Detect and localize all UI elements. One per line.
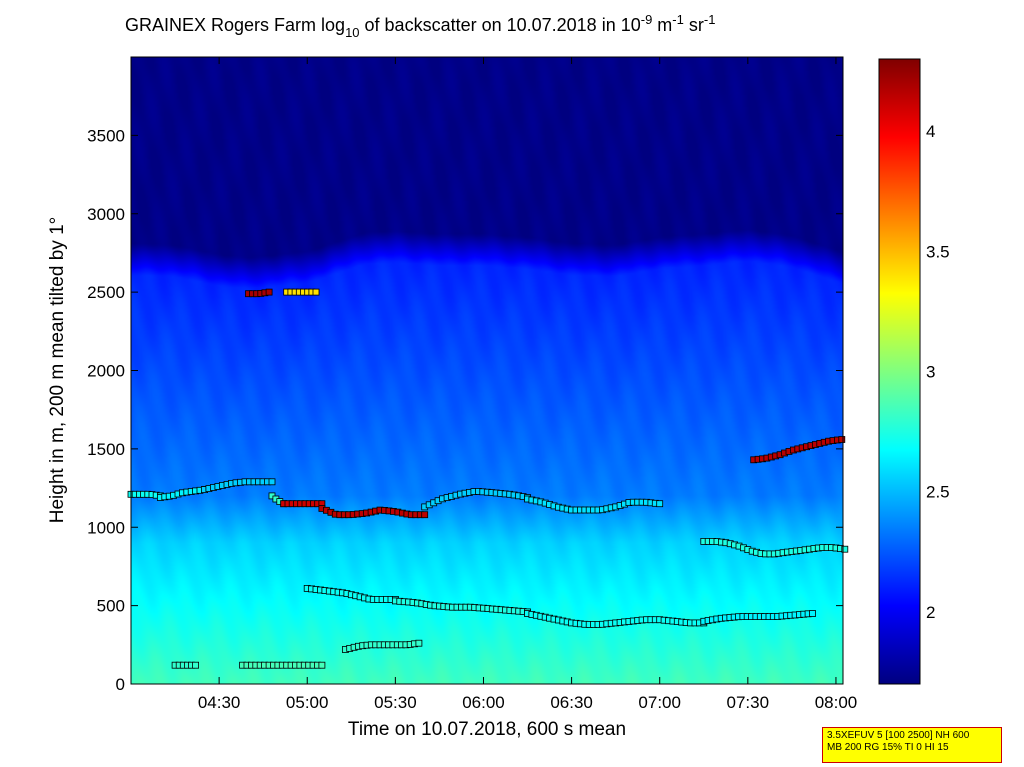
parameters-box: 3.5XEFUV 5 [100 2500] NH 600 MB 200 RG 1… <box>822 727 1002 763</box>
layer-marker <box>656 500 664 508</box>
parameters-line-2: MB 200 RG 15% TI 0 HI 15 <box>827 742 949 753</box>
title-sup1: -9 <box>641 12 653 27</box>
layer-marker <box>838 436 846 443</box>
x-axis-ticks: 04:30 05:00 05:30 06:00 06:30 07:00 07:3… <box>198 693 857 712</box>
colorbar-tick-label: 2 <box>926 603 935 622</box>
layer-marker <box>192 661 200 669</box>
title-middle: of backscatter on 10.07.2018 in 10 <box>360 15 641 35</box>
y-tick-label: 2000 <box>87 362 125 381</box>
y-tick-label: 1500 <box>87 440 125 459</box>
colorbar-ticks: 2 2.5 3 3.5 4 <box>926 122 950 622</box>
title-unit1: m <box>652 15 672 35</box>
layer-marker <box>265 288 273 296</box>
y-tick-label: 1000 <box>87 518 125 537</box>
colorbar-tick-label: 2.5 <box>926 483 950 502</box>
x-tick-label: 07:00 <box>638 693 681 712</box>
title-sup3: -1 <box>704 12 716 27</box>
y-tick-label: 0 <box>116 675 125 694</box>
colorbar <box>878 58 921 685</box>
parameters-line-1: 3.5XEFUV 5 [100 2500] NH 600 <box>827 730 970 741</box>
layer-marker <box>312 288 320 296</box>
x-tick-label: 07:30 <box>727 693 770 712</box>
layer-marker <box>421 511 429 519</box>
x-tick-label: 04:30 <box>198 693 241 712</box>
layer-marker <box>841 545 849 553</box>
colorbar-tick-label: 3.5 <box>926 242 950 261</box>
y-tick-label: 3500 <box>87 126 125 145</box>
x-tick-label: 05:30 <box>374 693 417 712</box>
title-sup2: -1 <box>672 12 684 27</box>
colorbar-tick-label: 4 <box>926 122 935 141</box>
layer-marker <box>415 639 423 647</box>
x-tick-label: 06:00 <box>462 693 505 712</box>
y-tick-label: 3000 <box>87 205 125 224</box>
layer-markers <box>127 288 849 669</box>
y-tick-label: 500 <box>97 597 125 616</box>
x-tick-label: 06:30 <box>550 693 593 712</box>
chart-title: GRAINEX Rogers Farm log10 of backscatter… <box>125 12 715 40</box>
title-unit2: sr <box>684 15 704 35</box>
layer-marker <box>318 661 326 669</box>
x-tick-label: 05:00 <box>286 693 329 712</box>
y-axis-ticks: 0 500 1000 1500 2000 2500 3000 3500 <box>87 126 125 694</box>
heatmap-image <box>131 57 843 684</box>
layer-marker <box>268 478 276 486</box>
title-sub: 10 <box>345 25 359 40</box>
layer-marker <box>809 610 816 617</box>
y-tick-label: 2500 <box>87 283 125 302</box>
x-axis-label: Time on 10.07.2018, 600 s mean <box>348 719 626 740</box>
y-axis-label: Height in m, 200 m mean tilted by 1° <box>47 217 68 523</box>
colorbar-tick-label: 3 <box>926 363 935 382</box>
title-prefix: GRAINEX Rogers Farm log <box>125 15 345 35</box>
tick-marks <box>131 57 920 685</box>
x-tick-label: 08:00 <box>815 693 858 712</box>
